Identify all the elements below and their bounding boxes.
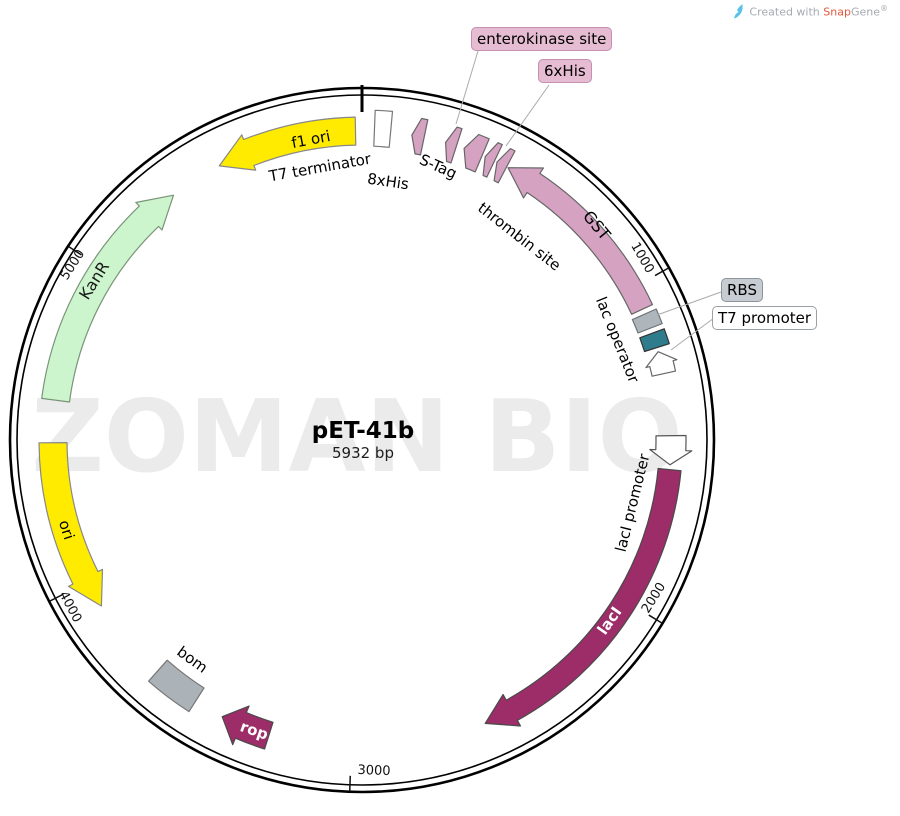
credit-text: Created with SnapGene® xyxy=(749,4,888,19)
credit-registered-mark: ® xyxy=(880,4,888,14)
feature-kanr xyxy=(41,194,175,403)
feature-enterokinase-site-feature xyxy=(445,126,463,164)
callout-line-enterokinase-site xyxy=(455,50,479,125)
feature-t7-promoter-feature xyxy=(645,351,678,377)
feature-lac-operator xyxy=(639,328,670,353)
tick-3000 xyxy=(348,775,352,792)
callout-line-rbs xyxy=(656,291,722,316)
feature-rop xyxy=(221,705,274,750)
feature-ori xyxy=(38,442,104,607)
label-8xhis: 8xHis xyxy=(366,170,410,194)
feature-6xhis-feature xyxy=(493,148,516,184)
credit-prefix: Created with xyxy=(749,5,824,19)
callout-line-t7-promoter xyxy=(670,317,715,351)
feature-s-tag xyxy=(463,133,490,173)
label-enterokinase-site: enterokinase site xyxy=(471,27,613,51)
feature-rbs-feature xyxy=(631,308,663,334)
label-t7-promoter: T7 promoter xyxy=(712,306,818,330)
feature-bom xyxy=(148,659,205,713)
plasmid-size: 5932 bp xyxy=(331,444,394,463)
feature-t7-terminator xyxy=(373,109,394,148)
tick-4000 xyxy=(49,593,64,602)
plasmid-name: pET-41b xyxy=(311,418,415,444)
feature-gst xyxy=(507,167,654,315)
tick-2000 xyxy=(648,614,663,624)
credit-brand-snap: Snap xyxy=(823,5,851,19)
tick-1000 xyxy=(654,267,669,277)
watermark: ZOMAN BIO xyxy=(31,377,683,495)
tick-5000 xyxy=(68,245,82,256)
snapgene-credit: Created with SnapGene® xyxy=(732,4,888,19)
label-6xhis: 6xHis xyxy=(538,59,592,83)
feature-laci xyxy=(484,467,682,727)
label-rbs: RBS xyxy=(721,278,763,302)
label-ori: ori xyxy=(55,518,78,542)
feature-8xhis xyxy=(411,117,429,156)
plasmid-title-block: pET-41b 5932 bp xyxy=(311,418,415,463)
feature-thrombin-site xyxy=(482,142,503,178)
feature-laci-promoter xyxy=(649,434,693,466)
tick-label-3000: 3000 xyxy=(357,763,391,779)
callout-line-6xhis xyxy=(505,84,550,147)
credit-brand-gene: Gene xyxy=(850,5,880,19)
snapgene-icon xyxy=(734,4,743,19)
feature-f1-ori xyxy=(218,116,357,171)
